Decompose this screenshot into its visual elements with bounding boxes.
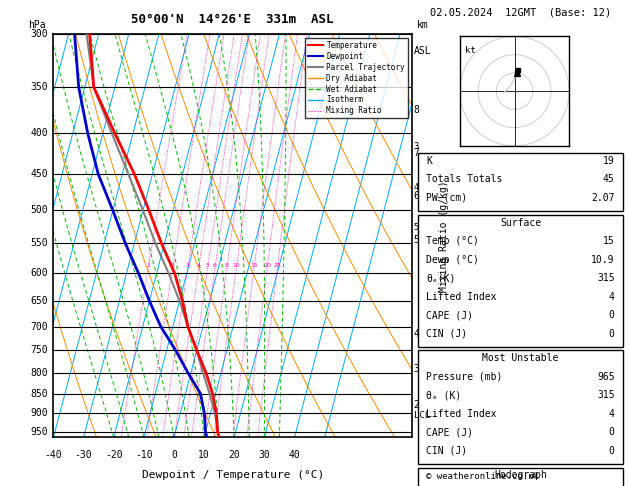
Text: θₑ (K): θₑ (K): [426, 390, 462, 400]
Text: Lifted Index: Lifted Index: [426, 409, 497, 419]
Text: 02.05.2024  12GMT  (Base: 12): 02.05.2024 12GMT (Base: 12): [430, 7, 611, 17]
Text: 450: 450: [30, 169, 48, 179]
Text: CAPE (J): CAPE (J): [426, 310, 474, 320]
Text: K: K: [426, 156, 432, 166]
Text: 6: 6: [213, 262, 217, 267]
Text: 19: 19: [603, 156, 615, 166]
Text: 10.9: 10.9: [591, 255, 615, 265]
Text: 0: 0: [609, 446, 615, 456]
Text: 2.07: 2.07: [591, 193, 615, 203]
Text: 1: 1: [147, 262, 150, 267]
Text: Mixing Ratio (g/kg): Mixing Ratio (g/kg): [439, 180, 449, 292]
Bar: [418, 153, 623, 211]
Text: 2: 2: [414, 400, 420, 410]
Text: 10: 10: [198, 450, 210, 459]
Text: 300: 300: [30, 29, 48, 39]
Text: 10: 10: [233, 262, 240, 267]
Text: 350: 350: [30, 82, 48, 92]
Text: 500: 500: [30, 206, 48, 215]
Text: 25: 25: [274, 262, 281, 267]
Text: 6: 6: [414, 191, 420, 201]
Text: 400: 400: [30, 128, 48, 139]
Text: Most Unstable: Most Unstable: [482, 353, 559, 364]
Text: 3: 3: [186, 262, 190, 267]
Text: 30: 30: [259, 450, 270, 459]
Text: 750: 750: [30, 346, 48, 355]
Bar: [418, 350, 623, 464]
Text: -30: -30: [75, 450, 92, 459]
Text: 550: 550: [30, 238, 48, 248]
Text: CAPE (J): CAPE (J): [426, 427, 474, 437]
Text: 315: 315: [597, 390, 615, 400]
Text: 0: 0: [609, 310, 615, 320]
Text: LCL: LCL: [414, 411, 430, 420]
Text: 650: 650: [30, 296, 48, 306]
Text: 4: 4: [197, 262, 201, 267]
Text: 4: 4: [609, 292, 615, 302]
Text: 20: 20: [228, 450, 240, 459]
Text: Dewpoint / Temperature (°C): Dewpoint / Temperature (°C): [142, 469, 324, 480]
Text: 45: 45: [603, 174, 615, 185]
Text: PW (cm): PW (cm): [426, 193, 467, 203]
Text: ASL: ASL: [414, 46, 431, 56]
Text: 965: 965: [597, 372, 615, 382]
Text: Totals Totals: Totals Totals: [426, 174, 503, 185]
Text: 2: 2: [170, 262, 175, 267]
Text: 8: 8: [414, 105, 420, 115]
Text: -10: -10: [135, 450, 153, 459]
Text: Dewp (°C): Dewp (°C): [426, 255, 479, 265]
Text: Lifted Index: Lifted Index: [426, 292, 497, 302]
Text: 600: 600: [30, 268, 48, 278]
Text: θₑ(K): θₑ(K): [426, 273, 456, 283]
Text: CIN (J): CIN (J): [426, 329, 467, 339]
Bar: [418, 468, 623, 486]
Text: -20: -20: [105, 450, 123, 459]
Text: 4: 4: [609, 409, 615, 419]
Text: 950: 950: [30, 427, 48, 437]
Text: 315: 315: [597, 273, 615, 283]
Text: 7: 7: [414, 148, 420, 158]
Text: Temp (°C): Temp (°C): [426, 236, 479, 246]
Text: 0: 0: [171, 450, 177, 459]
Text: Pressure (mb): Pressure (mb): [426, 372, 503, 382]
Text: 850: 850: [30, 389, 48, 399]
Text: 3: 3: [414, 142, 419, 152]
Text: 20: 20: [263, 262, 271, 267]
Text: 5: 5: [414, 223, 419, 232]
Text: 3: 3: [414, 364, 420, 374]
Text: 900: 900: [30, 408, 48, 418]
Text: 8: 8: [225, 262, 229, 267]
Text: km: km: [417, 20, 428, 30]
Text: 50°00'N  14°26'E  331m  ASL: 50°00'N 14°26'E 331m ASL: [131, 13, 334, 26]
Text: CIN (J): CIN (J): [426, 446, 467, 456]
Text: 15: 15: [250, 262, 258, 267]
Text: hPa: hPa: [28, 20, 46, 30]
Text: 4: 4: [414, 329, 420, 339]
Text: 5: 5: [206, 262, 209, 267]
Text: 4: 4: [414, 183, 419, 192]
Text: 0: 0: [609, 329, 615, 339]
Bar: [418, 215, 623, 347]
Text: 0: 0: [609, 427, 615, 437]
Text: 5: 5: [414, 235, 420, 244]
Text: 700: 700: [30, 322, 48, 331]
Text: kt: kt: [465, 46, 476, 54]
Text: Hodograph: Hodograph: [494, 470, 547, 481]
Text: © weatheronline.co.uk: © weatheronline.co.uk: [426, 472, 539, 481]
Text: -40: -40: [45, 450, 62, 459]
Text: 40: 40: [289, 450, 301, 459]
Text: Surface: Surface: [500, 218, 541, 228]
Legend: Temperature, Dewpoint, Parcel Trajectory, Dry Adiabat, Wet Adiabat, Isotherm, Mi: Temperature, Dewpoint, Parcel Trajectory…: [305, 38, 408, 119]
Text: 800: 800: [30, 367, 48, 378]
Text: 15: 15: [603, 236, 615, 246]
